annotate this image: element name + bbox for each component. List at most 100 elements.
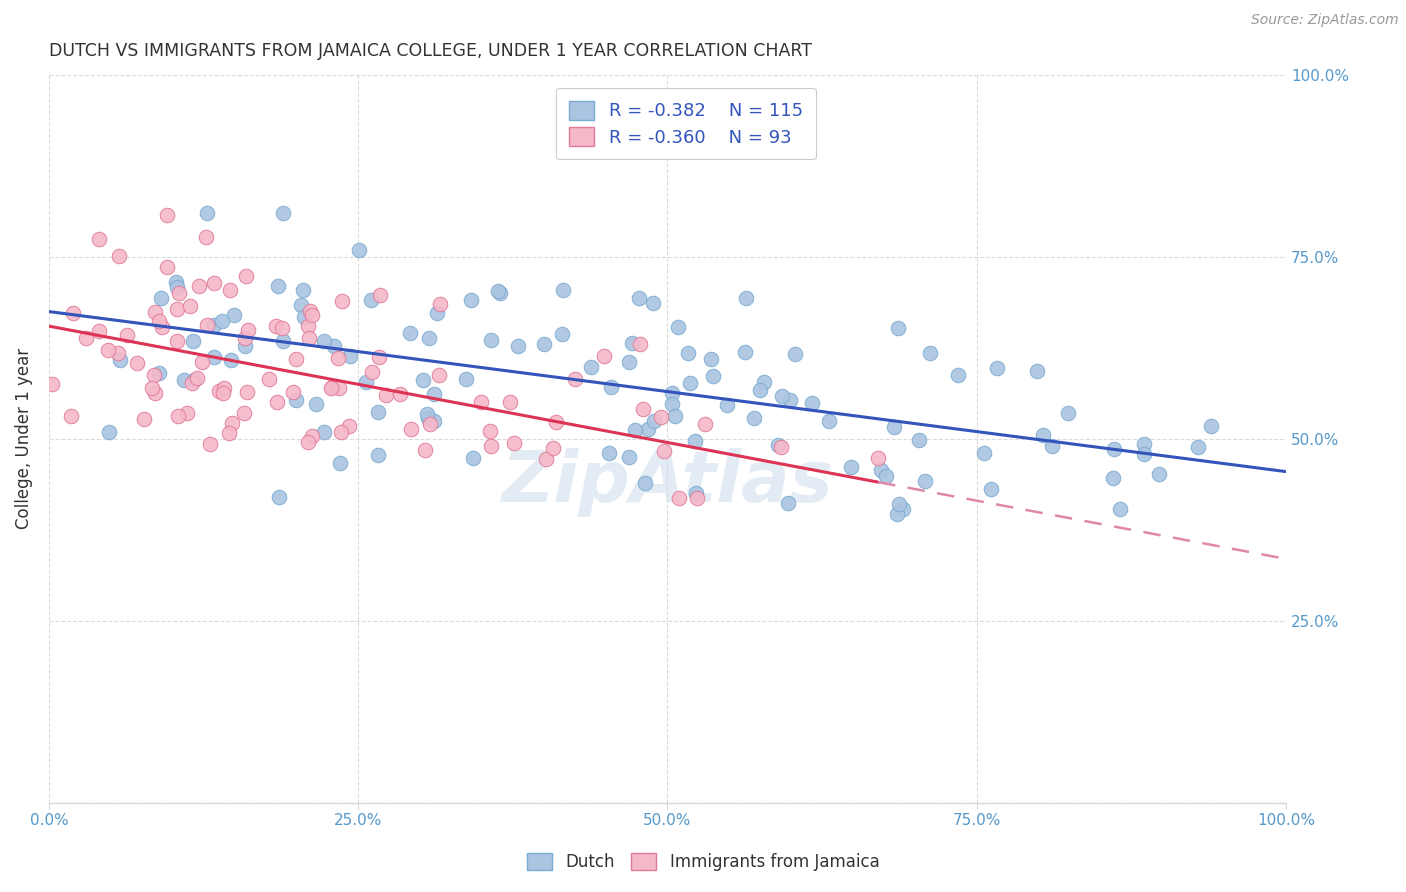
Point: [218, 425, 240, 440]
Point: [361, 365, 384, 379]
Point: [107, 346, 129, 360]
Point: [1132, 447, 1154, 461]
Point: [195, 230, 218, 244]
Point: [749, 384, 772, 398]
Point: [218, 284, 240, 298]
Point: [418, 331, 440, 345]
Point: [643, 414, 665, 428]
Point: [664, 409, 686, 423]
Point: [339, 349, 361, 363]
Point: [770, 389, 793, 403]
Point: [868, 451, 890, 466]
Point: [742, 411, 765, 425]
Point: [166, 334, 188, 348]
Point: [418, 411, 440, 425]
Point: [1199, 419, 1222, 434]
Point: [208, 384, 231, 398]
Point: [734, 344, 756, 359]
Point: [1026, 364, 1049, 378]
Point: [165, 275, 187, 289]
Point: [257, 372, 280, 386]
Point: [551, 326, 574, 341]
Text: DUTCH VS IMMIGRANTS FROM JAMAICA COLLEGE, UNDER 1 YEAR CORRELATION CHART: DUTCH VS IMMIGRANTS FROM JAMAICA COLLEGE…: [49, 42, 813, 60]
Point: [478, 424, 501, 438]
Point: [479, 439, 502, 453]
Point: [883, 419, 905, 434]
Point: [290, 298, 312, 312]
Point: [685, 434, 707, 448]
Point: [399, 422, 422, 436]
Legend: Dutch, Immigrants from Jamaica: Dutch, Immigrants from Jamaica: [519, 845, 887, 880]
Legend: R = -0.382    N = 115, R = -0.360    N = 93: R = -0.382 N = 115, R = -0.360 N = 93: [557, 88, 815, 160]
Point: [479, 333, 502, 347]
Point: [314, 425, 336, 439]
Point: [534, 452, 557, 467]
Point: [284, 352, 307, 367]
Point: [619, 354, 641, 368]
Text: ZipAtlas: ZipAtlas: [502, 448, 834, 517]
Point: [337, 418, 360, 433]
Point: [326, 351, 349, 365]
Point: [108, 353, 131, 368]
Point: [779, 392, 801, 407]
Point: [551, 283, 574, 297]
Point: [499, 395, 522, 409]
Point: [267, 278, 290, 293]
Point: [419, 417, 441, 431]
Point: [167, 286, 190, 301]
Point: [592, 349, 614, 363]
Point: [623, 423, 645, 437]
Point: [1104, 442, 1126, 456]
Point: [166, 301, 188, 316]
Point: [702, 369, 724, 384]
Point: [413, 443, 436, 458]
Point: [328, 381, 350, 395]
Point: [322, 339, 344, 353]
Point: [202, 350, 225, 364]
Point: [143, 385, 166, 400]
Point: [461, 451, 484, 466]
Point: [190, 355, 212, 369]
Point: [367, 405, 389, 419]
Point: [312, 334, 335, 348]
Point: [641, 295, 664, 310]
Point: [195, 318, 218, 332]
Point: [454, 372, 477, 386]
Point: [233, 330, 256, 344]
Point: [1133, 437, 1156, 451]
Point: [716, 399, 738, 413]
Point: [1056, 406, 1078, 420]
Point: [766, 438, 789, 452]
Point: [368, 288, 391, 302]
Point: [685, 485, 707, 500]
Point: [426, 306, 449, 320]
Point: [301, 429, 323, 443]
Point: [188, 279, 211, 293]
Point: [693, 417, 716, 431]
Point: [238, 323, 260, 337]
Point: [948, 368, 970, 382]
Point: [1147, 467, 1170, 481]
Point: [412, 373, 434, 387]
Point: [156, 207, 179, 221]
Point: [398, 326, 420, 341]
Point: [75, 331, 97, 345]
Point: [429, 297, 451, 311]
Point: [347, 243, 370, 257]
Point: [173, 373, 195, 387]
Point: [598, 445, 620, 459]
Point: [266, 395, 288, 409]
Point: [179, 299, 201, 313]
Point: [986, 361, 1008, 376]
Point: [769, 440, 792, 454]
Point: [637, 422, 659, 436]
Point: [202, 318, 225, 332]
Point: [301, 309, 323, 323]
Point: [460, 293, 482, 307]
Point: [661, 397, 683, 411]
Point: [221, 416, 243, 430]
Point: [143, 305, 166, 319]
Point: [271, 334, 294, 349]
Point: [973, 445, 995, 459]
Point: [889, 497, 911, 511]
